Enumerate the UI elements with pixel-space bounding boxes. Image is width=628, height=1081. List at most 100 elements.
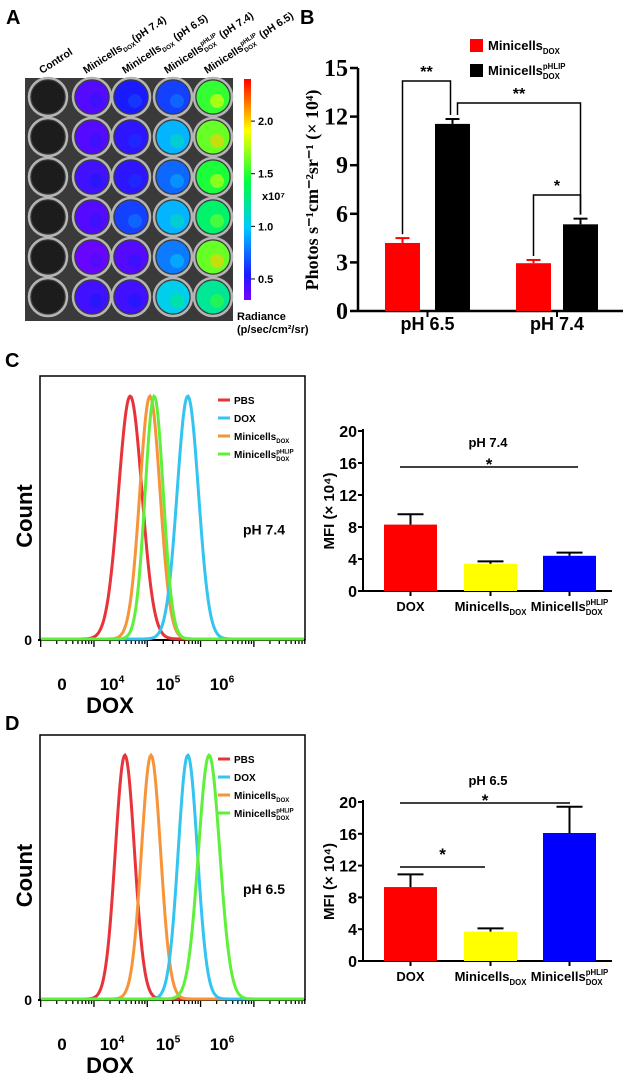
svg-text:DOX: DOX bbox=[234, 414, 256, 425]
y-tick-label: 20 bbox=[339, 795, 357, 812]
well-hotspot bbox=[128, 214, 142, 228]
histogram-curve bbox=[41, 393, 304, 641]
y-tick-label: 12 bbox=[324, 105, 348, 131]
y-tick-label: 0 bbox=[24, 632, 32, 648]
svg-text:MinicellspHLIPDOX: MinicellspHLIP DOX bbox=[234, 450, 294, 464]
legend-swatch bbox=[470, 64, 483, 77]
svg-text:104: 104 bbox=[100, 674, 125, 694]
x-tick-label: MinicellspHLIP DOX bbox=[531, 598, 608, 617]
legend-label-sub: DOX bbox=[276, 439, 289, 445]
significance-mark: * bbox=[439, 845, 446, 864]
svg-text:MinicellsDOX: MinicellsDOX bbox=[455, 599, 528, 617]
legend-label-base: Minicells bbox=[234, 450, 277, 461]
x-tick-label: 0 bbox=[57, 675, 66, 694]
colorbar-multiplier: x10⁷ bbox=[262, 191, 285, 203]
x-tick-label-base: Minicells bbox=[455, 969, 510, 984]
well-ring bbox=[110, 76, 152, 118]
legend-label-base: DOX bbox=[234, 414, 256, 425]
colorbar-tick-label: 1.0 bbox=[258, 221, 273, 233]
x-tick-label-sup: 4 bbox=[119, 674, 125, 685]
svg-text:MinicellsDOX: MinicellsDOX bbox=[234, 432, 289, 445]
y-axis-label: Count bbox=[12, 484, 37, 548]
x-tick-label-base: 0 bbox=[57, 1035, 66, 1054]
legend-label: MinicellspHLIP DOX bbox=[488, 62, 565, 81]
well-ring bbox=[152, 156, 194, 198]
well bbox=[31, 200, 65, 234]
well-hotspot bbox=[89, 134, 103, 148]
well-hotspot bbox=[210, 174, 224, 188]
bar bbox=[464, 931, 517, 961]
well-ring bbox=[152, 236, 194, 278]
colorbar-tick-label: 0.5 bbox=[258, 274, 273, 286]
x-tick-label: 105 bbox=[156, 1034, 181, 1054]
x-tick-label: MinicellspHLIP DOX bbox=[531, 968, 608, 987]
x-tick-label: MinicellsDOX bbox=[455, 969, 528, 987]
significance-mark: ** bbox=[513, 86, 526, 103]
well-hotspot bbox=[170, 254, 184, 268]
svg-text:MinicellspHLIPDOX: MinicellspHLIP DOX bbox=[531, 598, 608, 617]
well-ring bbox=[110, 196, 152, 238]
well-ring bbox=[27, 196, 69, 238]
y-tick-label: 12 bbox=[339, 859, 357, 876]
well-hotspot bbox=[89, 174, 103, 188]
legend-label-base: PBS bbox=[234, 396, 255, 407]
x-tick-label: 105 bbox=[156, 674, 181, 694]
well-ring bbox=[152, 196, 194, 238]
legend-label: MinicellsDOX bbox=[234, 432, 289, 445]
well bbox=[31, 160, 65, 194]
colorbar-tick-label: 2.0 bbox=[258, 116, 273, 128]
x-tick-label: 0 bbox=[57, 1035, 66, 1054]
y-axis-label: MFI (× 10⁴) bbox=[321, 843, 338, 920]
legend-label: MinicellsDOX bbox=[234, 791, 289, 804]
well-ring bbox=[192, 156, 234, 198]
y-tick-label: 0 bbox=[336, 299, 348, 325]
y-tick-label: 16 bbox=[339, 456, 357, 473]
y-tick-label: 0 bbox=[24, 992, 32, 1008]
well-hotspot bbox=[89, 294, 103, 308]
panel-label-b: B bbox=[300, 7, 314, 29]
well-hotspot bbox=[128, 254, 142, 268]
legend-label-sub: DOX bbox=[276, 457, 289, 463]
x-tick-label-sub: DOX bbox=[586, 608, 604, 617]
x-tick-label: 104 bbox=[100, 1034, 125, 1054]
legend-label-sub: DOX bbox=[543, 72, 561, 81]
histogram-frame bbox=[39, 734, 306, 1001]
significance-mark: * bbox=[482, 791, 489, 810]
well-hotspot bbox=[210, 134, 224, 148]
well-hotspot bbox=[170, 174, 184, 188]
y-tick-label: 12 bbox=[339, 488, 357, 505]
y-tick-label: 0 bbox=[348, 954, 357, 971]
legend-label: MinicellsDOX bbox=[488, 38, 561, 56]
x-tick-label-base: DOX bbox=[396, 599, 425, 614]
well-ring bbox=[192, 116, 234, 158]
svg-text:0: 0 bbox=[57, 1035, 66, 1054]
legend-label-base: Minicells bbox=[488, 63, 543, 78]
legend-swatch bbox=[470, 39, 483, 52]
well-ring bbox=[192, 196, 234, 238]
x-tick-label: 104 bbox=[100, 674, 125, 694]
bar bbox=[464, 563, 517, 591]
x-tick-label: 106 bbox=[210, 1034, 235, 1054]
ph-annotation: pH 6.5 bbox=[243, 881, 285, 897]
legend-label-sub: DOX bbox=[276, 816, 289, 822]
plate-column-label-base: Minicells bbox=[81, 42, 125, 76]
legend-label: PBS bbox=[234, 396, 255, 407]
x-tick-label: DOX bbox=[396, 969, 425, 984]
well-ring bbox=[27, 76, 69, 118]
y-tick-label: 8 bbox=[348, 520, 357, 537]
well-ring bbox=[110, 156, 152, 198]
well-hotspot bbox=[210, 214, 224, 228]
y-tick-label: 6 bbox=[336, 202, 348, 228]
legend-label: MinicellspHLIP DOX bbox=[234, 809, 294, 823]
x-tick-label: pH 6.5 bbox=[400, 314, 454, 334]
svg-text:DOX: DOX bbox=[234, 773, 256, 784]
legend-label-base: Minicells bbox=[234, 809, 277, 820]
y-tick-label: 0 bbox=[348, 584, 357, 601]
svg-text:DOX: DOX bbox=[396, 599, 425, 614]
legend-label-sup: pHLIP bbox=[543, 62, 566, 71]
x-tick-label-sup: pHLIP bbox=[586, 968, 609, 977]
x-tick-label-sub: DOX bbox=[510, 978, 528, 987]
well-ring bbox=[192, 236, 234, 278]
